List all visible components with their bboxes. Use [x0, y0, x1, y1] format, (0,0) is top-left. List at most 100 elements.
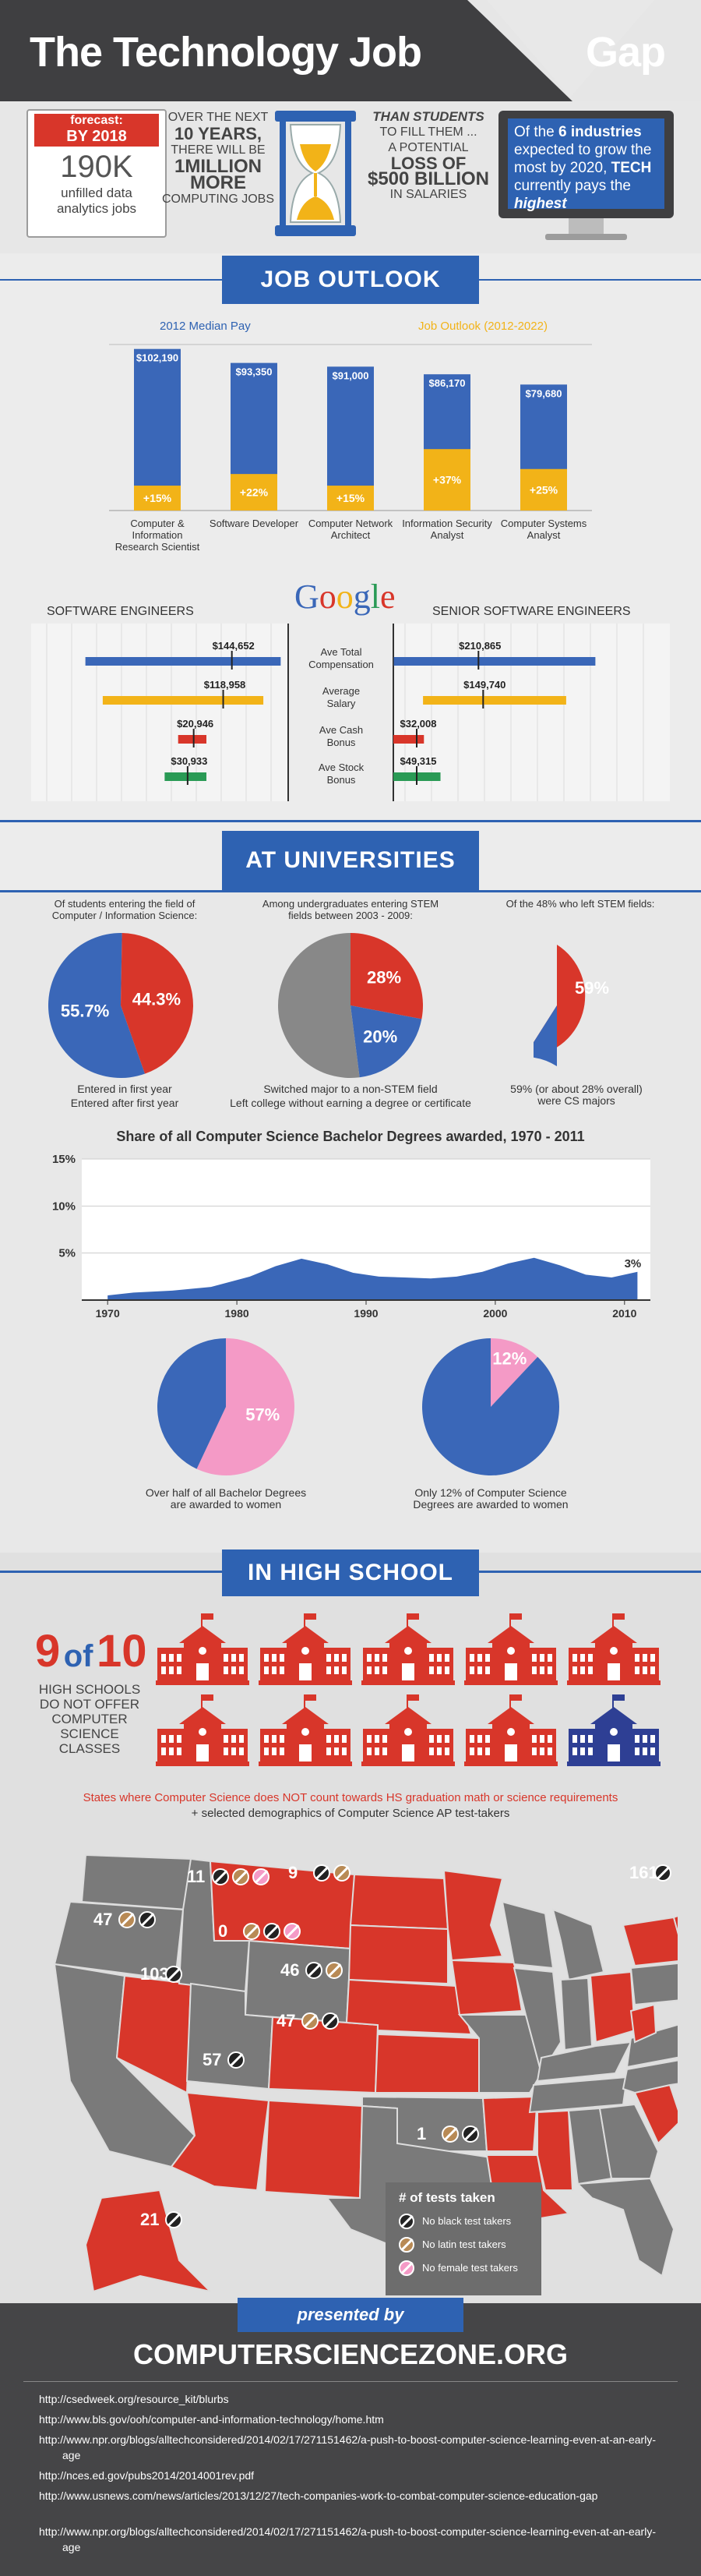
no-latin-takers-icon [333, 1864, 350, 1882]
google-row-label: Compensation [308, 659, 374, 670]
school-base [361, 1680, 455, 1685]
page-title: The Technology Job [30, 29, 422, 76]
flag-pole [407, 1613, 408, 1627]
window [588, 1735, 593, 1743]
window [177, 1735, 181, 1743]
school-clock [404, 1728, 412, 1736]
window [272, 1666, 277, 1674]
pie2-legend-1: Switched major to a non-STEM field [263, 1083, 438, 1095]
window [580, 1654, 585, 1662]
window [177, 1747, 181, 1755]
window [485, 1735, 490, 1743]
google-bar-sse [423, 696, 566, 705]
slash-icon [335, 1866, 350, 1880]
window [224, 1735, 228, 1743]
pie1-legend-2: Entered after first year [70, 1097, 179, 1109]
bar-outlook [424, 449, 470, 511]
slash-icon [323, 2014, 338, 2028]
state-mn [442, 1869, 504, 1962]
window [177, 1654, 181, 1662]
slash-icon [443, 2127, 458, 2141]
google-bar-se [85, 657, 281, 666]
big-ten: 10 [96, 1626, 147, 1677]
window [532, 1735, 537, 1743]
window [548, 1735, 552, 1743]
job-category-label: Software Developer [209, 518, 299, 529]
google-bar-sse [393, 735, 424, 744]
no-black-takers-icon [322, 2012, 339, 2030]
highschool-desc: HIGH SCHOOLS DO NOT OFFER COMPUTER SCIEN… [38, 1682, 141, 1756]
google-row-label: Ave Stock [319, 761, 365, 773]
source-link[interactable]: http://www.npr.org/blogs/alltechconsider… [39, 2525, 656, 2553]
state-test-count: 47 [277, 2011, 296, 2030]
window [470, 1654, 474, 1662]
source-link[interactable]: http://www.bls.gov/ooh/computer-and-info… [39, 2413, 384, 2426]
pie-entering-slice [121, 933, 194, 1074]
no-black-takers-icon [313, 1864, 330, 1882]
source-link[interactable]: http://www.usnews.com/news/articles/2013… [39, 2489, 598, 2502]
window [437, 1654, 442, 1662]
source-link[interactable]: http://nces.ed.gov/pubs2014/2014001rev.p… [39, 2469, 255, 2482]
universities-line-2 [0, 890, 701, 892]
window [264, 1654, 269, 1662]
window [548, 1666, 552, 1674]
state-test-count: 103 [140, 1964, 169, 1984]
school-icon-no-cs [361, 1694, 455, 1766]
map-count-labels: 11 9 47 0 103 46 47 57 1 21 161 [23, 1824, 678, 2292]
window [169, 1654, 174, 1662]
window [572, 1735, 577, 1743]
map-title: States where Computer Science does NOT c… [83, 1791, 618, 1804]
source-link[interactable]: http://www.npr.org/blogs/alltechconsider… [39, 2433, 656, 2461]
pie1-legend-1: Entered in first year [77, 1083, 172, 1095]
presented-by-badge: presented by [238, 2298, 463, 2332]
legend-outlook: Job Outlook (2012-2022) [418, 320, 548, 333]
legend-badge-icon [399, 2214, 414, 2229]
flag [408, 1613, 419, 1620]
flag [614, 1613, 625, 1620]
area-xtick: 1980 [225, 1307, 249, 1320]
source-link[interactable]: http://csedweek.org/resource_kit/blurbs [39, 2393, 229, 2405]
area-series [107, 1257, 638, 1300]
window [548, 1747, 552, 1755]
students-line2: TO FILL THEM ... [379, 125, 477, 139]
school-right-wing [322, 1648, 350, 1680]
state-wi [501, 1900, 555, 1970]
window [169, 1735, 174, 1743]
window [326, 1735, 331, 1743]
window [572, 1654, 577, 1662]
slash-icon [245, 1924, 259, 1938]
bar-outlook [231, 474, 277, 511]
window [375, 1654, 379, 1662]
school-left-wing [157, 1648, 185, 1680]
legend-item: No female test takers [399, 2260, 539, 2277]
forecast-label: forecast: [70, 114, 123, 127]
state-ne-states [672, 1915, 678, 1935]
bar-pay [134, 348, 181, 511]
window [643, 1666, 647, 1674]
google-logo-letter: e [380, 578, 396, 616]
google-left-title: SOFTWARE ENGINEERS [47, 605, 194, 618]
state-test-count: 47 [93, 1910, 113, 1929]
school-door [608, 1663, 620, 1680]
monitor-bold-2: TECH [611, 160, 652, 176]
site-name[interactable]: COMPUTERSCIENCEZONE.ORG [132, 2338, 569, 2370]
school-clock [199, 1728, 206, 1736]
school-roof [282, 1626, 329, 1643]
pie-women-cs: 12% [422, 1338, 559, 1475]
flag-pole [201, 1613, 203, 1627]
window [224, 1666, 228, 1674]
school-base [567, 1680, 660, 1685]
area-chart-title: Share of all Computer Science Bachelor D… [116, 1129, 585, 1144]
window [382, 1654, 387, 1662]
google-value-sse: $210,865 [459, 640, 501, 652]
school-clock [301, 1728, 309, 1736]
pie2-legend-2: Left college without earning a degree or… [230, 1097, 471, 1109]
school-left-wing [157, 1729, 185, 1762]
area-xtick: 1970 [96, 1307, 120, 1320]
window [532, 1666, 537, 1674]
school-right-wing [631, 1648, 659, 1680]
bar-outlook-label: +15% [336, 492, 365, 504]
slash-icon [229, 2053, 244, 2067]
next-line1: OVER THE NEXT [167, 111, 269, 124]
window [437, 1735, 442, 1743]
